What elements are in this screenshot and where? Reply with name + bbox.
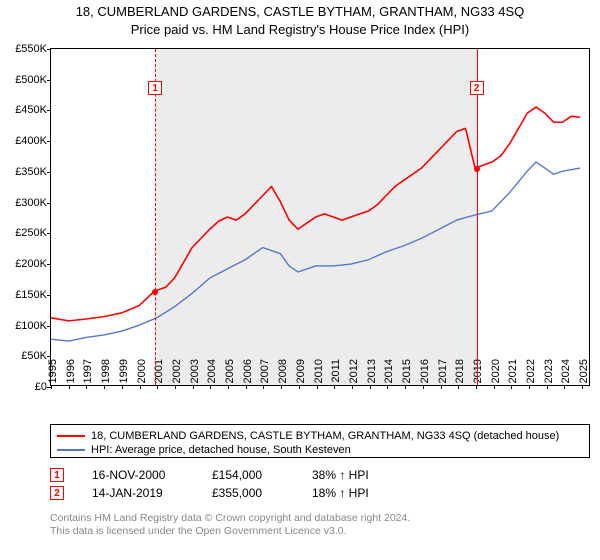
legend-box: 18, CUMBERLAND GARDENS, CASTLE BYTHAM, G… bbox=[50, 424, 590, 458]
x-tick-label: 2024 bbox=[560, 359, 572, 389]
x-tick-label: 2007 bbox=[259, 359, 271, 389]
x-tick-label: 2019 bbox=[472, 359, 484, 389]
x-tick-label: 1996 bbox=[65, 359, 77, 389]
events-row-price: £154,000 bbox=[212, 468, 312, 482]
x-tick-label: 2025 bbox=[578, 359, 590, 389]
x-tick-label: 1997 bbox=[82, 359, 94, 389]
legend-swatch-hpi bbox=[57, 449, 85, 451]
x-tick-label: 2020 bbox=[490, 359, 502, 389]
y-tick-mark bbox=[47, 264, 51, 265]
y-tick-mark bbox=[47, 326, 51, 327]
y-tick-mark bbox=[47, 356, 51, 357]
y-tick-label: £150K bbox=[15, 289, 51, 301]
y-tick-mark bbox=[47, 49, 51, 50]
x-tick-label: 2015 bbox=[401, 359, 413, 389]
x-tick-label: 2017 bbox=[437, 359, 449, 389]
legend-label-hpi: HPI: Average price, detached house, Sout… bbox=[91, 444, 351, 456]
attribution-text: Contains HM Land Registry data © Crown c… bbox=[50, 512, 410, 538]
y-tick-mark bbox=[47, 203, 51, 204]
events-row-marker-1: 1 bbox=[50, 468, 64, 482]
event-vline-2 bbox=[477, 49, 478, 385]
x-tick-label: 2010 bbox=[313, 359, 325, 389]
y-tick-label: £550K bbox=[15, 43, 51, 55]
chart-title: 18, CUMBERLAND GARDENS, CASTLE BYTHAM, G… bbox=[0, 4, 600, 20]
x-tick-label: 2008 bbox=[277, 359, 289, 389]
y-tick-label: £350K bbox=[15, 166, 51, 178]
series-line-hpi bbox=[51, 162, 580, 341]
x-tick-label: 2003 bbox=[189, 359, 201, 389]
events-row-hpi: 18% ↑ HPI bbox=[312, 486, 412, 500]
attribution-line1: Contains HM Land Registry data © Crown c… bbox=[50, 512, 410, 524]
y-tick-label: £250K bbox=[15, 227, 51, 239]
y-tick-label: £300K bbox=[15, 197, 51, 209]
x-tick-label: 2014 bbox=[383, 359, 395, 389]
y-tick-label: £100K bbox=[15, 320, 51, 332]
y-tick-mark bbox=[47, 295, 51, 296]
x-tick-label: 2021 bbox=[507, 359, 519, 389]
event-marker-1: 1 bbox=[148, 81, 162, 95]
x-tick-label: 1998 bbox=[100, 359, 112, 389]
events-row-price: £355,000 bbox=[212, 486, 312, 500]
y-tick-mark bbox=[47, 110, 51, 111]
y-tick-label: £400K bbox=[15, 135, 51, 147]
y-tick-label: £500K bbox=[15, 74, 51, 86]
legend-row-property: 18, CUMBERLAND GARDENS, CASTLE BYTHAM, G… bbox=[57, 429, 583, 443]
x-tick-label: 2004 bbox=[206, 359, 218, 389]
event-dot-1 bbox=[152, 289, 158, 295]
legend-label-property: 18, CUMBERLAND GARDENS, CASTLE BYTHAM, G… bbox=[91, 430, 559, 442]
event-dot-2 bbox=[474, 166, 480, 172]
y-tick-mark bbox=[47, 141, 51, 142]
legend-row-hpi: HPI: Average price, detached house, Sout… bbox=[57, 443, 583, 457]
x-tick-label: 2016 bbox=[419, 359, 431, 389]
events-table: 1 16-NOV-2000£154,00038% ↑ HPI 2 14-JAN-201… bbox=[50, 466, 412, 502]
events-row-2: 2 14-JAN-2019£355,00018% ↑ HPI bbox=[50, 484, 412, 502]
x-tick-label: 2006 bbox=[242, 359, 254, 389]
x-tick-label: 2018 bbox=[454, 359, 466, 389]
y-tick-mark bbox=[47, 80, 51, 81]
event-vline-1 bbox=[155, 49, 156, 385]
legend-swatch-property bbox=[57, 435, 85, 437]
y-tick-label: £450K bbox=[15, 104, 51, 116]
x-tick-label: 2000 bbox=[136, 359, 148, 389]
attribution-line2: This data is licensed under the Open Gov… bbox=[50, 525, 347, 537]
x-tick-label: 2011 bbox=[330, 359, 342, 389]
x-tick-label: 2009 bbox=[295, 359, 307, 389]
x-tick-label: 1999 bbox=[118, 359, 130, 389]
x-tick-label: 2013 bbox=[366, 359, 378, 389]
event-marker-2: 2 bbox=[470, 81, 484, 95]
x-tick-label: 2012 bbox=[348, 359, 360, 389]
chart-lines-svg bbox=[51, 49, 589, 385]
x-tick-label: 2002 bbox=[171, 359, 183, 389]
events-row-hpi: 38% ↑ HPI bbox=[312, 468, 412, 482]
y-tick-label: £200K bbox=[15, 258, 51, 270]
y-tick-mark bbox=[47, 172, 51, 173]
x-tick-label: 2005 bbox=[224, 359, 236, 389]
x-tick-label: 2023 bbox=[543, 359, 555, 389]
y-tick-mark bbox=[47, 233, 51, 234]
series-line-property bbox=[51, 107, 580, 321]
chart-subtitle: Price paid vs. HM Land Registry's House … bbox=[0, 22, 600, 38]
events-row-date: 14-JAN-2019 bbox=[92, 486, 212, 500]
chart-plot-area: £0£50K£100K£150K£200K£250K£300K£350K£400… bbox=[50, 48, 590, 386]
events-row-marker-2: 2 bbox=[50, 486, 64, 500]
events-row-1: 1 16-NOV-2000£154,00038% ↑ HPI bbox=[50, 466, 412, 484]
events-row-date: 16-NOV-2000 bbox=[92, 468, 212, 482]
x-tick-label: 1995 bbox=[47, 359, 59, 389]
x-tick-label: 2022 bbox=[525, 359, 537, 389]
